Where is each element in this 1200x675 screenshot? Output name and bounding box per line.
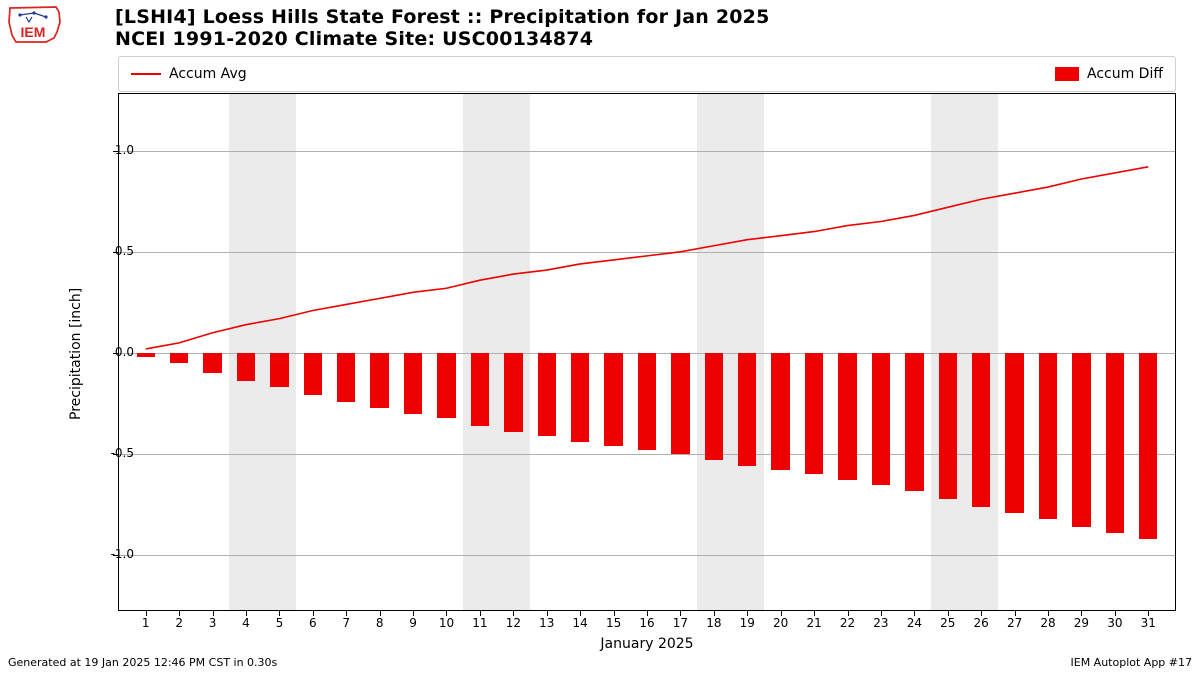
y-axis-label: Precipitation [inch] xyxy=(68,288,84,420)
line-series xyxy=(119,94,1175,610)
title-line-1: [LSHI4] Loess Hills State Forest :: Prec… xyxy=(115,6,770,28)
y-tick-label: 1.0 xyxy=(94,143,134,157)
x-tick-label: 7 xyxy=(336,616,356,630)
footer-generated: Generated at 19 Jan 2025 12:46 PM CST in… xyxy=(8,656,277,669)
legend: Accum Avg Accum Diff xyxy=(118,56,1176,92)
title-line-2: NCEI 1991-2020 Climate Site: USC00134874 xyxy=(115,28,770,50)
x-tick-label: 2 xyxy=(169,616,189,630)
svg-text:IEM: IEM xyxy=(21,24,46,40)
x-tick-label: 16 xyxy=(637,616,657,630)
x-tick-label: 22 xyxy=(838,616,858,630)
x-tick-label: 14 xyxy=(570,616,590,630)
x-tick-label: 13 xyxy=(537,616,557,630)
x-tick-label: 28 xyxy=(1038,616,1058,630)
x-tick-label: 3 xyxy=(203,616,223,630)
x-tick-label: 15 xyxy=(604,616,624,630)
y-tick-label: -0.5 xyxy=(94,446,134,460)
x-tick-label: 26 xyxy=(971,616,991,630)
x-tick-label: 4 xyxy=(236,616,256,630)
x-tick-label: 29 xyxy=(1071,616,1091,630)
footer-app: IEM Autoplot App #17 xyxy=(1071,656,1193,669)
legend-right-label: Accum Diff xyxy=(1087,66,1163,82)
x-tick-label: 11 xyxy=(470,616,490,630)
legend-bar-sample-icon xyxy=(1055,67,1079,81)
x-tick-label: 10 xyxy=(436,616,456,630)
iem-logo: IEM xyxy=(4,2,64,50)
chart-title: [LSHI4] Loess Hills State Forest :: Prec… xyxy=(115,6,770,50)
x-tick-label: 1 xyxy=(136,616,156,630)
y-tick-label: 0.0 xyxy=(94,345,134,359)
legend-left-label: Accum Avg xyxy=(169,66,247,82)
x-tick-label: 21 xyxy=(804,616,824,630)
legend-entry-line: Accum Avg xyxy=(131,66,247,82)
y-tick-label: -1.0 xyxy=(94,547,134,561)
x-tick-label: 6 xyxy=(303,616,323,630)
x-tick-label: 19 xyxy=(737,616,757,630)
x-tick-label: 23 xyxy=(871,616,891,630)
x-tick-label: 20 xyxy=(771,616,791,630)
x-axis-label: January 2025 xyxy=(118,636,1176,652)
x-tick-label: 17 xyxy=(670,616,690,630)
x-tick-label: 8 xyxy=(370,616,390,630)
x-tick-label: 18 xyxy=(704,616,724,630)
x-tick-label: 25 xyxy=(938,616,958,630)
x-tick-label: 12 xyxy=(503,616,523,630)
x-tick-label: 5 xyxy=(269,616,289,630)
plot-area xyxy=(118,93,1176,611)
y-tick-label: 0.5 xyxy=(94,244,134,258)
x-tick-label: 31 xyxy=(1138,616,1158,630)
x-tick-label: 27 xyxy=(1005,616,1025,630)
x-tick-label: 30 xyxy=(1105,616,1125,630)
legend-entry-bar: Accum Diff xyxy=(1055,66,1163,82)
legend-line-sample-icon xyxy=(131,73,161,75)
x-tick-label: 24 xyxy=(904,616,924,630)
x-tick-label: 9 xyxy=(403,616,423,630)
